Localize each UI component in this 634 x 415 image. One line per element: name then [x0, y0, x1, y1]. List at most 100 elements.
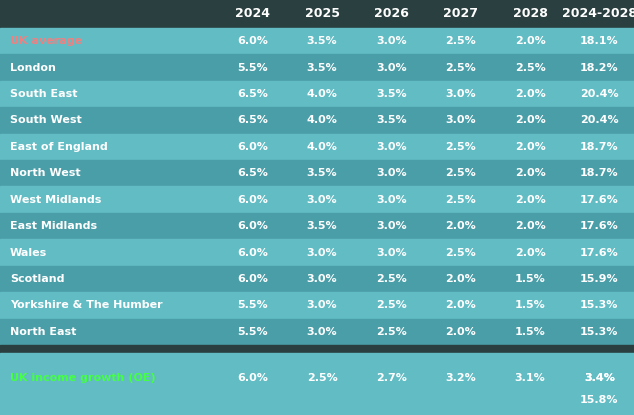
Text: 6.5%: 6.5%: [237, 89, 268, 99]
Text: 3.4%: 3.4%: [584, 373, 615, 383]
Text: 2.5%: 2.5%: [307, 373, 337, 383]
Text: 15.8%: 15.8%: [580, 395, 619, 405]
Text: 3.0%: 3.0%: [376, 195, 406, 205]
Text: 2.5%: 2.5%: [445, 195, 476, 205]
Text: 2028: 2028: [512, 7, 547, 20]
Text: 2.0%: 2.0%: [515, 195, 545, 205]
Text: 3.5%: 3.5%: [307, 36, 337, 46]
Text: 6.0%: 6.0%: [237, 274, 268, 284]
Text: 1.5%: 1.5%: [515, 274, 545, 284]
Text: 2024-2028: 2024-2028: [562, 7, 634, 20]
Text: 3.5%: 3.5%: [307, 221, 337, 231]
Text: UK average: UK average: [10, 36, 82, 46]
Text: 3.0%: 3.0%: [445, 115, 476, 125]
Text: 18.7%: 18.7%: [580, 142, 619, 152]
Bar: [0, 28, 634, 54]
Text: 20.4%: 20.4%: [580, 115, 619, 125]
Text: 5.5%: 5.5%: [237, 300, 268, 310]
Text: 18.1%: 18.1%: [580, 36, 619, 46]
Text: 6.0%: 6.0%: [237, 247, 268, 258]
Text: 17.6%: 17.6%: [580, 221, 619, 231]
Text: 3.5%: 3.5%: [307, 63, 337, 73]
Bar: [0, 292, 634, 319]
Bar: [0, 81, 634, 107]
Text: 3.0%: 3.0%: [376, 63, 406, 73]
Text: 2.5%: 2.5%: [445, 36, 476, 46]
Text: 6.0%: 6.0%: [237, 142, 268, 152]
Text: 2.0%: 2.0%: [445, 274, 476, 284]
Text: North East: North East: [10, 327, 76, 337]
Text: West Midlands: West Midlands: [10, 195, 101, 205]
Text: 15.9%: 15.9%: [580, 274, 619, 284]
Text: East of England: East of England: [10, 142, 108, 152]
Text: Wales: Wales: [10, 247, 48, 258]
Text: 2.0%: 2.0%: [515, 247, 545, 258]
Text: 6.5%: 6.5%: [237, 168, 268, 178]
Text: 2.7%: 2.7%: [376, 373, 407, 383]
Text: 3.0%: 3.0%: [307, 195, 337, 205]
Text: 18.2%: 18.2%: [580, 63, 619, 73]
Text: 17.6%: 17.6%: [580, 195, 619, 205]
Text: 3.4%: 3.4%: [584, 373, 615, 383]
Text: 2027: 2027: [443, 7, 478, 20]
Text: 17.6%: 17.6%: [580, 247, 619, 258]
Text: 2026: 2026: [374, 7, 409, 20]
Bar: [0, 353, 634, 415]
Text: 2.0%: 2.0%: [445, 300, 476, 310]
Text: 2.0%: 2.0%: [515, 36, 545, 46]
Text: 3.0%: 3.0%: [307, 300, 337, 310]
Text: 3.0%: 3.0%: [376, 221, 406, 231]
Bar: [0, 239, 634, 266]
Text: 3.5%: 3.5%: [376, 115, 406, 125]
Text: 2.0%: 2.0%: [515, 115, 545, 125]
Bar: [0, 0, 634, 28]
Bar: [0, 266, 634, 292]
Bar: [0, 160, 634, 186]
Text: 2.5%: 2.5%: [515, 63, 545, 73]
Text: 2025: 2025: [304, 7, 339, 20]
Text: 6.0%: 6.0%: [237, 373, 268, 383]
Text: 2.0%: 2.0%: [515, 221, 545, 231]
Bar: [0, 134, 634, 160]
Bar: [0, 54, 634, 81]
Text: 1.5%: 1.5%: [515, 327, 545, 337]
Text: 4.0%: 4.0%: [307, 142, 337, 152]
Text: Scotland: Scotland: [10, 274, 65, 284]
Text: 15.3%: 15.3%: [580, 327, 619, 337]
Text: 2.5%: 2.5%: [445, 247, 476, 258]
Text: 3.5%: 3.5%: [307, 168, 337, 178]
Text: 2.5%: 2.5%: [376, 274, 406, 284]
Text: 5.5%: 5.5%: [237, 63, 268, 73]
Text: 2.0%: 2.0%: [515, 89, 545, 99]
Text: 6.0%: 6.0%: [237, 195, 268, 205]
Text: 3.0%: 3.0%: [376, 247, 406, 258]
Text: 2.0%: 2.0%: [445, 221, 476, 231]
Text: 6.5%: 6.5%: [237, 115, 268, 125]
Text: 3.0%: 3.0%: [376, 36, 406, 46]
Text: 2.0%: 2.0%: [515, 142, 545, 152]
Text: London: London: [10, 63, 56, 73]
Text: 3.2%: 3.2%: [445, 373, 476, 383]
Bar: [0, 213, 634, 239]
Text: 2.5%: 2.5%: [445, 142, 476, 152]
Text: South West: South West: [10, 115, 82, 125]
Bar: [0, 345, 634, 353]
Text: 3.0%: 3.0%: [307, 247, 337, 258]
Text: South East: South East: [10, 89, 77, 99]
Text: 2.5%: 2.5%: [445, 63, 476, 73]
Text: 5.5%: 5.5%: [237, 327, 268, 337]
Text: 2.5%: 2.5%: [376, 327, 406, 337]
Text: 20.4%: 20.4%: [580, 89, 619, 99]
Text: 2024: 2024: [235, 7, 270, 20]
Text: 2.0%: 2.0%: [445, 327, 476, 337]
Bar: [0, 319, 634, 345]
Bar: [0, 186, 634, 213]
Text: 4.0%: 4.0%: [307, 115, 337, 125]
Text: 3.0%: 3.0%: [376, 142, 406, 152]
Text: 3.0%: 3.0%: [376, 168, 406, 178]
Bar: [0, 107, 634, 134]
Text: 3.5%: 3.5%: [376, 89, 406, 99]
Text: 3.0%: 3.0%: [307, 274, 337, 284]
Text: 2.5%: 2.5%: [376, 300, 406, 310]
Text: 6.0%: 6.0%: [237, 221, 268, 231]
